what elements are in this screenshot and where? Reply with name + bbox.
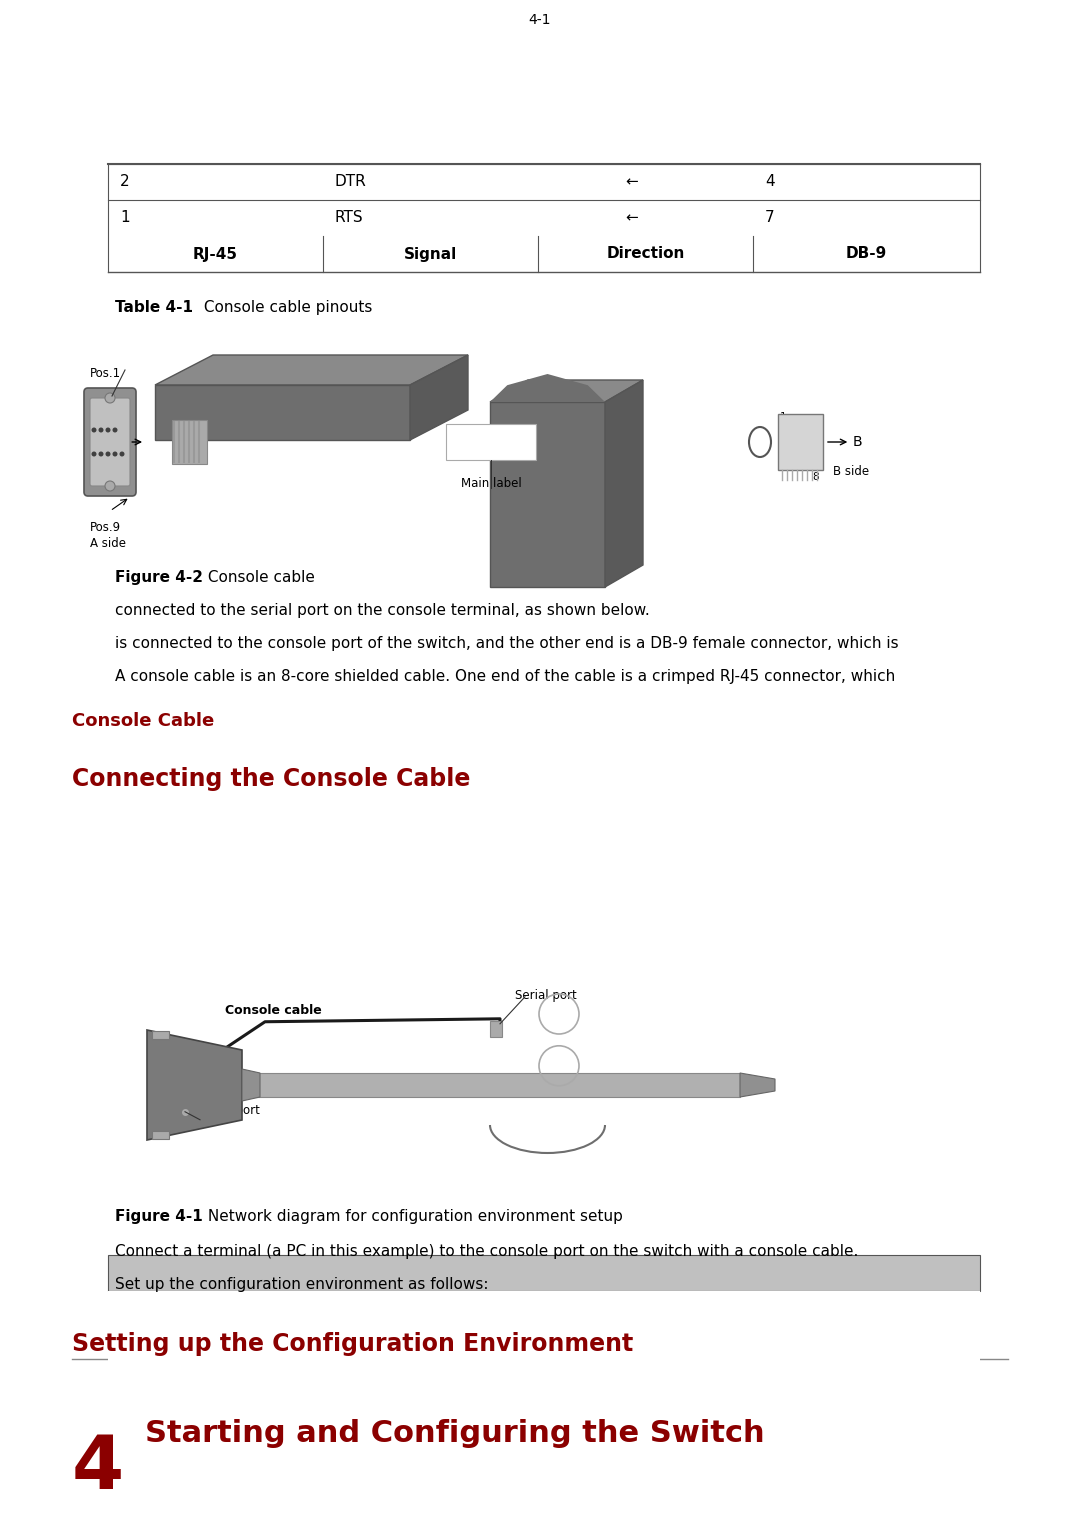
FancyBboxPatch shape	[90, 399, 130, 486]
Text: Network diagram for configuration environment setup: Network diagram for configuration enviro…	[203, 1209, 623, 1225]
Text: Main label: Main label	[461, 476, 522, 490]
Text: Set up the configuration environment as follows:: Set up the configuration environment as …	[114, 1277, 488, 1292]
FancyBboxPatch shape	[490, 1022, 502, 1037]
Text: B side: B side	[833, 466, 869, 478]
FancyBboxPatch shape	[446, 425, 536, 460]
Text: Console cable pinouts: Console cable pinouts	[199, 299, 373, 315]
Text: Table 4-1: Table 4-1	[114, 299, 193, 315]
FancyBboxPatch shape	[172, 420, 207, 464]
Polygon shape	[152, 1031, 168, 1038]
Text: Figure 4-1: Figure 4-1	[114, 1209, 203, 1225]
Text: connected to the serial port on the console terminal, as shown below.: connected to the serial port on the cons…	[114, 603, 650, 618]
Text: Console cable: Console cable	[225, 1003, 322, 1017]
Polygon shape	[490, 402, 605, 586]
Circle shape	[120, 452, 124, 457]
Circle shape	[105, 392, 114, 403]
Text: Console port: Console port	[185, 1104, 260, 1116]
Polygon shape	[152, 1132, 168, 1139]
Polygon shape	[490, 374, 605, 402]
Text: Starting and Configuring the Switch: Starting and Configuring the Switch	[145, 1419, 765, 1448]
Text: DTR: DTR	[335, 174, 367, 189]
Circle shape	[92, 452, 96, 457]
Circle shape	[106, 452, 110, 457]
Text: Connecting the Console Cable: Connecting the Console Cable	[72, 767, 471, 791]
Text: Console cable: Console cable	[203, 570, 315, 585]
Circle shape	[98, 452, 104, 457]
Text: 4: 4	[765, 174, 774, 189]
Text: 4: 4	[72, 1432, 124, 1506]
Text: Pos.9: Pos.9	[90, 521, 121, 534]
Text: A: A	[117, 435, 140, 449]
Polygon shape	[108, 1290, 980, 1327]
Text: B: B	[827, 435, 863, 449]
Circle shape	[112, 452, 118, 457]
Text: is connected to the console port of the switch, and the other end is a DB-9 fema: is connected to the console port of the …	[114, 637, 899, 651]
Polygon shape	[147, 1031, 242, 1141]
Text: Console Cable: Console Cable	[72, 712, 214, 730]
Circle shape	[92, 428, 96, 432]
Text: Serial port: Serial port	[515, 989, 577, 1002]
FancyBboxPatch shape	[84, 388, 136, 496]
Text: 1: 1	[120, 211, 130, 226]
Circle shape	[105, 481, 114, 492]
Text: RTS: RTS	[335, 211, 364, 226]
Text: 8: 8	[812, 472, 819, 483]
Text: DB-9: DB-9	[846, 246, 887, 261]
Polygon shape	[156, 354, 468, 385]
Text: ←: ←	[625, 174, 638, 189]
FancyBboxPatch shape	[778, 414, 823, 470]
Circle shape	[98, 428, 104, 432]
Text: Signal: Signal	[404, 246, 457, 261]
Text: 7: 7	[765, 211, 774, 226]
Text: Pos.1: Pos.1	[90, 366, 121, 380]
Text: Direction: Direction	[606, 246, 685, 261]
Text: A side: A side	[90, 538, 126, 550]
Polygon shape	[242, 1069, 260, 1101]
Text: RJ-45: RJ-45	[193, 246, 238, 261]
Polygon shape	[740, 1073, 775, 1096]
Polygon shape	[108, 1255, 980, 1290]
Text: ←: ←	[625, 211, 638, 226]
Text: 4-1: 4-1	[529, 14, 551, 27]
Polygon shape	[242, 1073, 740, 1096]
Polygon shape	[410, 354, 468, 440]
Polygon shape	[108, 1327, 980, 1364]
Text: 2: 2	[120, 174, 130, 189]
Circle shape	[112, 428, 118, 432]
Text: Figure 4-2: Figure 4-2	[114, 570, 203, 585]
Text: Setting up the Configuration Environment: Setting up the Configuration Environment	[72, 1332, 633, 1356]
Circle shape	[106, 428, 110, 432]
Text: A console cable is an 8-core shielded cable. One end of the cable is a crimped R: A console cable is an 8-core shielded ca…	[114, 669, 895, 684]
Text: 1: 1	[780, 412, 786, 421]
Polygon shape	[156, 385, 410, 440]
Polygon shape	[490, 380, 643, 402]
Polygon shape	[605, 380, 643, 586]
Text: Connect a terminal (a PC in this example) to the console port on the switch with: Connect a terminal (a PC in this example…	[114, 1245, 859, 1258]
